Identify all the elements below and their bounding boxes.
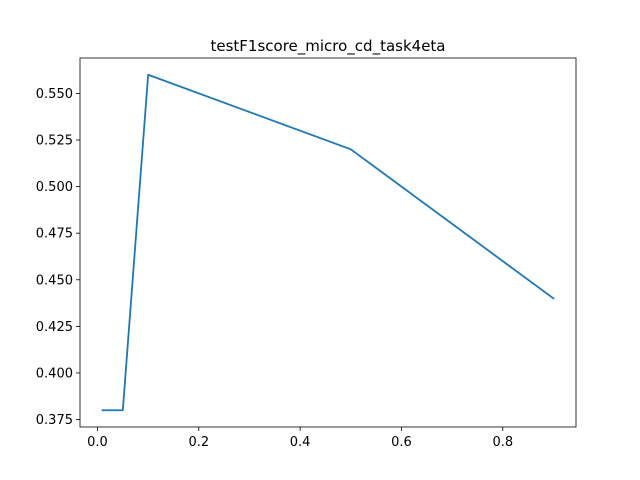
x-tick-label: 0.2 bbox=[188, 435, 209, 450]
x-axis: 0.0 0.2 0.4 0.6 0.8 bbox=[87, 427, 513, 450]
y-tick-label: 0.475 bbox=[36, 227, 73, 242]
y-tick-label: 0.550 bbox=[36, 87, 73, 102]
y-tick-label: 0.450 bbox=[36, 273, 73, 288]
chart-title: testF1score_micro_cd_task4eta bbox=[210, 37, 445, 56]
x-tick-label: 0.4 bbox=[290, 435, 311, 450]
x-tick-label: 0.8 bbox=[492, 435, 513, 450]
plot-frame bbox=[79, 57, 577, 428]
y-tick-label: 0.425 bbox=[36, 320, 73, 335]
y-axis: 0.375 0.400 0.425 0.450 0.475 0.500 0.525 0.550 bbox=[36, 87, 80, 428]
y-tick-label: 0.500 bbox=[36, 180, 73, 195]
series-line bbox=[101, 73, 555, 412]
y-tick-label: 0.525 bbox=[36, 134, 73, 149]
y-tick-label: 0.375 bbox=[36, 413, 73, 428]
x-tick-label: 0.6 bbox=[391, 435, 412, 450]
y-tick-label: 0.400 bbox=[36, 366, 73, 381]
series-layer bbox=[101, 73, 555, 412]
x-tick-label: 0.0 bbox=[87, 435, 108, 450]
